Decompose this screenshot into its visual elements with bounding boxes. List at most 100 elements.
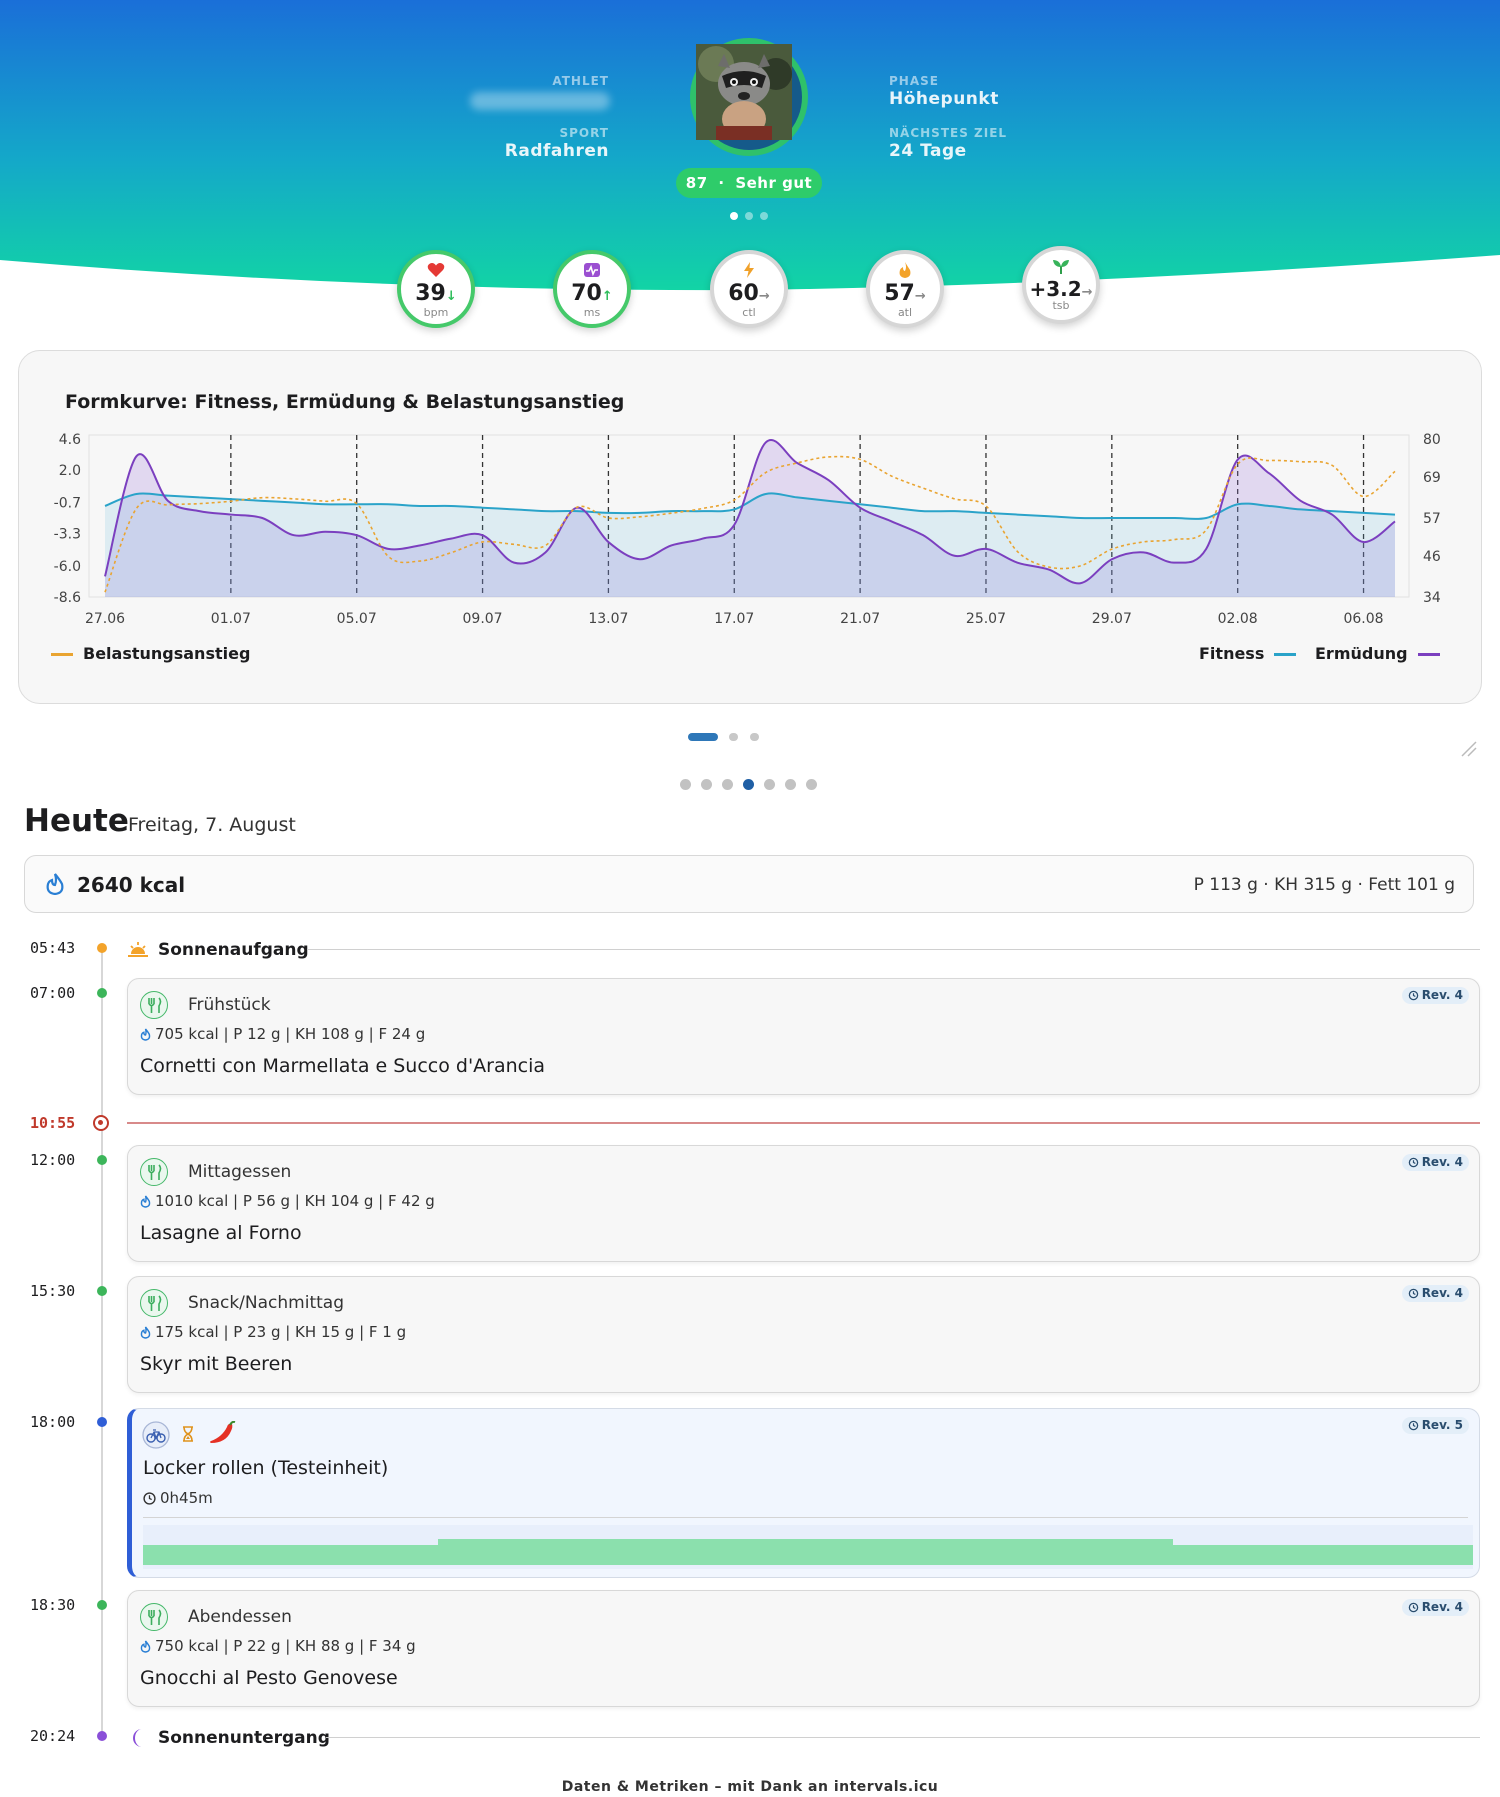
hero-page-dot-2[interactable] [745,212,753,220]
timeline-dot [97,943,107,953]
day-page-dot-7[interactable] [806,779,817,790]
meal-card-snack[interactable]: Snack/Nachmittag 175 kcal | P 23 g | KH … [127,1276,1480,1393]
flame-icon [45,873,65,899]
next-goal-value: 24 Tage [889,141,967,161]
revision-badge[interactable]: Rev. 4 [1401,1285,1469,1302]
metric-tsb[interactable]: +3.2→ tsb [1022,246,1100,324]
time-sunrise: 05:43 [30,939,76,957]
workout-intensity-profile [143,1525,1473,1569]
resize-handle-icon[interactable] [1458,738,1478,758]
timeline-dot [97,1600,107,1610]
hrv-icon [557,262,627,278]
workout-card[interactable]: Locker rollen (Testeinheit) 0h45m Rev. 5 [127,1408,1480,1578]
day-page-dot-3[interactable] [722,779,733,790]
metric-hrv[interactable]: 70↑ ms [553,250,631,328]
form-score-separator: · [718,174,725,192]
metric-resting-hr[interactable]: 39↓ bpm [397,250,475,328]
sprout-icon [1026,258,1096,274]
meal-macros: 705 kcal | P 12 g | KH 108 g | F 24 g [155,1025,426,1043]
metric-ctl[interactable]: 60→ ctl [710,250,788,328]
legend-fatigue[interactable]: Ermüdung [1315,644,1440,663]
meal-macros: 750 kcal | P 22 g | KH 88 g | F 34 g [155,1637,416,1655]
legend-swatch [1274,653,1297,656]
revision-text: Rev. 4 [1421,1155,1463,1169]
revision-badge[interactable]: Rev. 4 [1401,987,1469,1006]
day-page-dot-4[interactable] [743,779,754,790]
form-score-value: 87 [685,174,708,192]
meal-macros: 1010 kcal | P 56 g | KH 104 g | F 42 g [155,1192,435,1210]
legend-label: Ermüdung [1315,644,1408,663]
phase-label: PHASE [889,74,939,88]
metric-unit: bpm [423,306,449,319]
revision-badge[interactable]: Rev. 5 [1401,1417,1469,1436]
y-left-tick-label: -6.0 [54,559,81,575]
flame-icon [870,262,940,278]
y-left-tick-label: -8.6 [54,590,81,606]
chart-title: Formkurve: Fitness, Ermüdung & Belastung… [65,391,625,413]
history-icon [1408,1419,1419,1436]
metric-value: 39 [415,281,446,306]
day-page-dot-2[interactable] [701,779,712,790]
day-page-dot-6[interactable] [785,779,796,790]
now-indicator-line [127,1122,1480,1124]
flame-icon [140,1639,151,1657]
history-icon [1408,1601,1419,1618]
meal-category: Mittagessen [188,1162,292,1182]
revision-text: Rev. 4 [1421,1600,1463,1614]
cutlery-icon [140,1158,168,1186]
day-page-dot-5[interactable] [764,779,775,790]
daily-kcal-summary[interactable]: 2640 kcal P 113 g · KH 315 g · Fett 101 … [24,855,1474,913]
revision-text: Rev. 4 [1421,1286,1463,1300]
trend-arrow-icon: ↓ [445,289,457,304]
fitness-line [104,492,1396,521]
workout-name: Locker rollen (Testeinheit) [143,1457,389,1479]
phase-value: Höhepunkt [889,89,999,109]
metric-unit: ctl [742,306,756,319]
time-dinner: 18:30 [30,1596,76,1614]
hero-header: ATHLET SPORT Radfahren PHASE Höhepunkt N… [0,0,1500,300]
meal-card-lunch[interactable]: Mittagessen 1010 kcal | P 56 g | KH 104 … [127,1145,1480,1262]
athlete-label: ATHLET [552,74,609,88]
timeline-dot [97,1286,107,1296]
form-score-badge: 87 · Sehr gut [676,168,822,198]
time-breakfast: 07:00 [30,984,76,1002]
y-left-tick-label: 4.6 [59,432,81,448]
x-tick-label: 25.07 [966,611,1006,627]
heart-icon [401,262,471,278]
workout-profile-fill [143,1539,1473,1565]
sunset-label: Sonnenuntergang [158,1728,330,1748]
trend-arrow-icon: → [914,289,926,304]
day-page-dot-1[interactable] [680,779,691,790]
avatar-image [696,44,797,145]
bolt-icon [714,262,784,278]
revision-badge[interactable]: Rev. 4 [1401,1154,1469,1171]
meal-name: Cornetti con Marmellata e Succo d'Aranci… [140,1055,546,1077]
chart-page-dot-3[interactable] [750,733,759,741]
metric-unit: tsb [1052,299,1070,312]
legend-load-increase[interactable]: Belastungsanstieg [51,644,250,663]
legend-label: Fitness [1199,644,1265,663]
y-right-tick-label: 69 [1423,470,1441,486]
hourglass-icon [182,1426,194,1446]
meal-card-dinner[interactable]: Abendessen 750 kcal | P 22 g | KH 88 g |… [127,1590,1480,1707]
metric-value: 57 [884,281,915,306]
x-tick-label: 13.07 [588,611,628,627]
today-title: Heute [24,803,129,839]
avatar[interactable] [690,38,808,156]
trend-arrow-icon: → [758,289,770,304]
history-icon [1408,989,1419,1006]
fatigue-area [105,439,1395,597]
metric-atl[interactable]: 57→ atl [866,250,944,328]
chart-page-dot-1[interactable] [688,733,718,741]
revision-badge[interactable]: Rev. 4 [1401,1599,1469,1618]
chart-page-dot-2[interactable] [729,733,738,741]
metric-value: 60 [728,281,759,306]
time-now: 10:55 [30,1114,76,1132]
y-left-tick-label: -0.7 [54,495,81,511]
hero-page-dot-3[interactable] [760,212,768,220]
hero-page-dot-1[interactable] [730,212,738,220]
metric-unit: ms [583,306,601,319]
cutlery-icon [140,991,168,1019]
legend-fitness[interactable]: Fitness [1199,644,1297,663]
meal-card-breakfast[interactable]: Frühstück 705 kcal | P 12 g | KH 108 g |… [127,978,1480,1095]
